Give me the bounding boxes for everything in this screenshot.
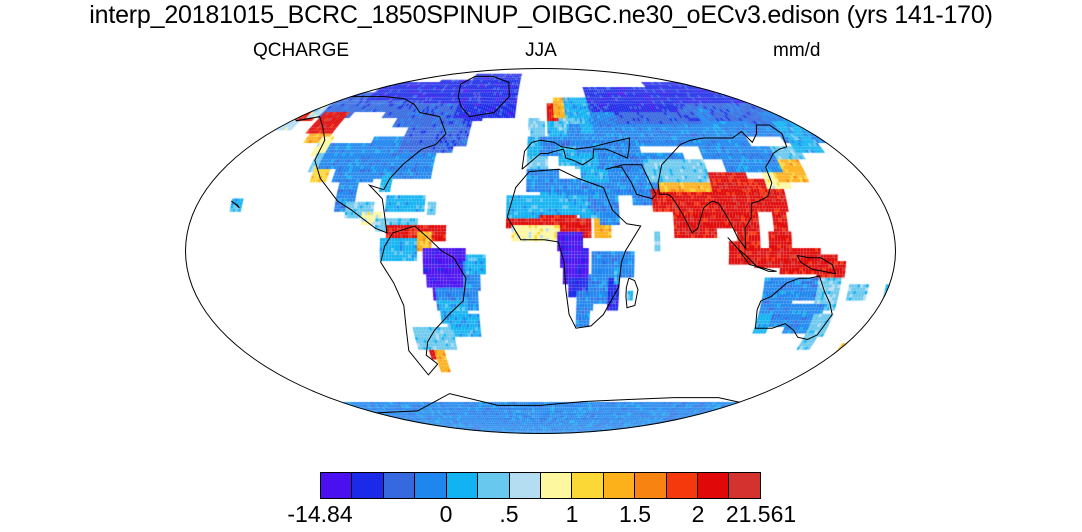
page-title: interp_20181015_BCRC_1850SPINUP_OIBGC.ne… [89, 1, 993, 29]
colorbar-cell-9 [603, 473, 636, 498]
colorbar-tick-label: 21.561 [725, 501, 797, 527]
colorbar-cell-1 [352, 473, 384, 498]
units-label: mm/d [773, 40, 821, 61]
colorbar [320, 472, 761, 499]
colorbar-tick-label: 2 [691, 501, 705, 527]
season-label: JJA [525, 40, 557, 61]
colorbar-cell-0 [321, 473, 353, 498]
map-frame-border [185, 68, 896, 434]
colorbar-tick-label: -14.84 [287, 501, 353, 527]
coastline-path [832, 331, 869, 356]
colorbar-tick-label: 0 [439, 501, 453, 527]
colorbar-tick-label: 1.5 [619, 501, 651, 527]
colorbar-cell-4 [446, 473, 479, 498]
colorbar-cell-2 [383, 473, 416, 498]
colorbar-cell-7 [540, 473, 573, 498]
colorbar-cell-10 [635, 473, 667, 498]
colorbar-cell-3 [415, 473, 447, 498]
map-panel [185, 68, 896, 434]
colorbar-cell-8 [572, 473, 604, 498]
colorbar-cell-13 [729, 473, 760, 498]
colorbar-cell-12 [698, 473, 730, 498]
colorbar-tick-label: .5 [499, 501, 519, 527]
colorbar-cell-5 [478, 473, 510, 498]
colorbar-labels: -14.84 0 .5 1 1.5 2 21.561 [0, 500, 1082, 530]
colorbar-tick-label: 1 [565, 501, 579, 527]
variable-label: QCHARGE [253, 40, 350, 61]
colorbar-cell-6 [509, 473, 541, 498]
colorbar-cell-11 [666, 473, 699, 498]
